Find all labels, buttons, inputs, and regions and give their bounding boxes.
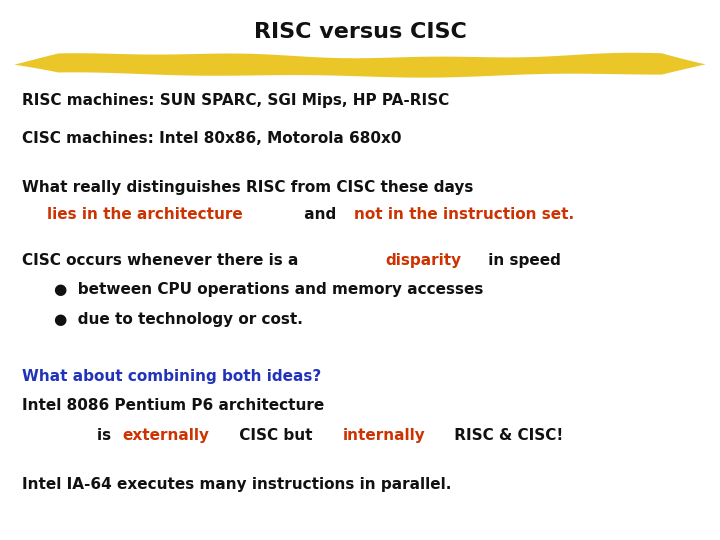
- Text: RISC & CISC!: RISC & CISC!: [449, 428, 564, 443]
- Text: ●  due to technology or cost.: ● due to technology or cost.: [54, 312, 303, 327]
- Text: Intel 8086 Pentium P6 architecture: Intel 8086 Pentium P6 architecture: [22, 399, 324, 414]
- Text: Intel IA-64 executes many instructions in parallel.: Intel IA-64 executes many instructions i…: [22, 477, 451, 492]
- Text: internally: internally: [343, 428, 426, 443]
- Text: externally: externally: [122, 428, 210, 443]
- Text: in speed: in speed: [483, 253, 561, 268]
- Text: What really distinguishes RISC from CISC these days: What really distinguishes RISC from CISC…: [22, 180, 473, 195]
- Text: not in the instruction set.: not in the instruction set.: [354, 207, 575, 222]
- Text: CISC occurs whenever there is a: CISC occurs whenever there is a: [22, 253, 303, 268]
- Text: CISC but: CISC but: [235, 428, 318, 443]
- Text: RISC versus CISC: RISC versus CISC: [253, 22, 467, 42]
- Text: lies in the architecture: lies in the architecture: [47, 207, 243, 222]
- Text: ●  between CPU operations and memory accesses: ● between CPU operations and memory acce…: [54, 282, 483, 298]
- Text: What about combining both ideas?: What about combining both ideas?: [22, 369, 321, 384]
- Text: CISC machines: Intel 80x86, Motorola 680x0: CISC machines: Intel 80x86, Motorola 680…: [22, 131, 401, 146]
- Text: RISC machines: SUN SPARC, SGI Mips, HP PA-RISC: RISC machines: SUN SPARC, SGI Mips, HP P…: [22, 93, 449, 109]
- Text: is: is: [97, 428, 117, 443]
- Text: and: and: [300, 207, 342, 222]
- Text: disparity: disparity: [385, 253, 461, 268]
- Polygon shape: [14, 53, 706, 78]
